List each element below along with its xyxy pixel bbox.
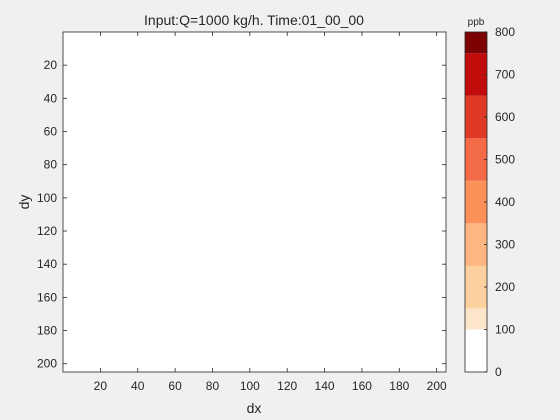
y-tick-label: 180 (37, 324, 57, 338)
y-tick-label: 20 (44, 58, 58, 72)
y-tick-label: 100 (37, 191, 57, 205)
y-tick-label: 60 (44, 125, 58, 139)
y-tick-label: 80 (44, 158, 58, 172)
colorbar-level (465, 223, 487, 266)
plot-area (62, 31, 447, 373)
colorbar-tick-label: 200 (495, 280, 515, 294)
colorbar-tick-label: 500 (495, 153, 515, 167)
chart-title: Input:Q=1000 kg/h. Time:01_00_00 (144, 12, 364, 28)
colorbar-level (465, 138, 487, 181)
colorbar-tick-label: 800 (495, 25, 515, 39)
colorbar-level (465, 32, 487, 54)
x-tick-label: 60 (168, 379, 182, 393)
colorbar-frame (464, 31, 488, 373)
colorbar-tick-label: 0 (495, 365, 502, 379)
y-tick-label: 200 (37, 357, 57, 371)
x-axis: 20 40 60 80 100 120 140 160 180 200 (94, 32, 447, 393)
colorbar-tick-label: 100 (495, 323, 515, 337)
y-tick-label: 160 (37, 290, 57, 304)
x-tick-label: 100 (240, 379, 260, 393)
colorbar-level (465, 95, 487, 139)
colorbar-tick-label: 400 (495, 195, 515, 209)
colorbar-level (465, 308, 487, 330)
colorbar-level (465, 265, 487, 309)
colorbar-tick-label: 300 (495, 238, 515, 252)
y-tick-label: 140 (37, 257, 57, 271)
x-tick-label: 20 (94, 379, 108, 393)
x-tick-label: 40 (131, 379, 145, 393)
colorbar-level (465, 53, 487, 96)
colorbar-tick-label: 700 (495, 68, 515, 82)
x-tick-label: 200 (427, 379, 447, 393)
colorbar-level (465, 180, 487, 224)
y-axis: 20 40 60 80 100 120 140 160 180 200 (37, 58, 446, 371)
x-tick-label: 120 (277, 379, 297, 393)
colorbar-tick-label: 600 (495, 110, 515, 124)
x-tick-label: 80 (206, 379, 220, 393)
colorbar-unit-label: ppb (468, 17, 485, 28)
colorbar: 0 100 200 300 400 500 600 700 800 (465, 25, 515, 379)
x-axis-label: dx (247, 400, 262, 416)
colorbar-level (465, 329, 487, 372)
x-tick-label: 180 (389, 379, 409, 393)
y-tick-label: 40 (44, 91, 58, 105)
x-tick-label: 140 (315, 379, 335, 393)
y-axis-label: dy (16, 195, 32, 210)
x-tick-label: 160 (352, 379, 372, 393)
y-tick-label: 120 (37, 224, 57, 238)
